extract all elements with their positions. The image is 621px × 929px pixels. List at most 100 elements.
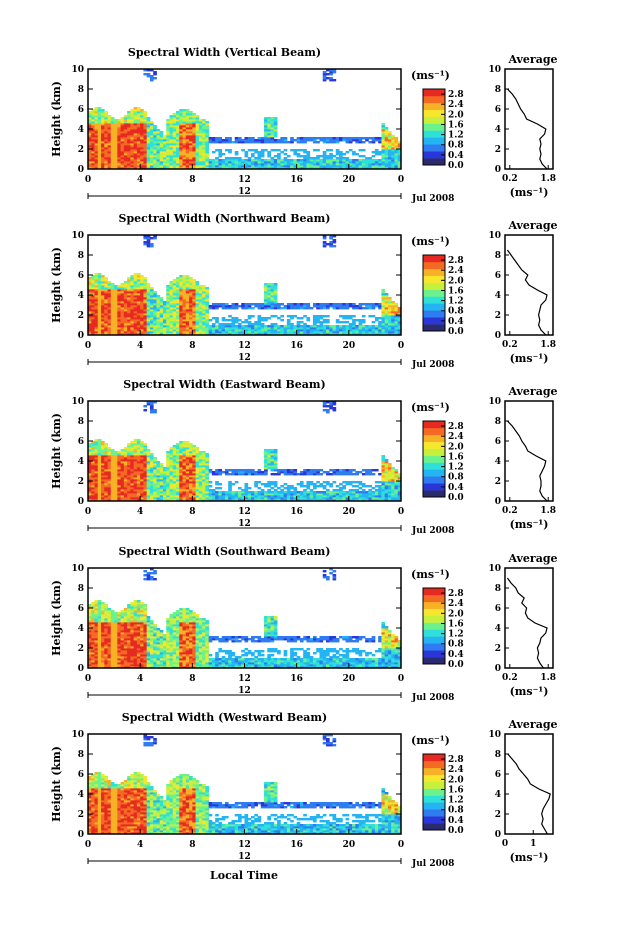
heatmap-cell — [110, 463, 115, 466]
heatmap-cell — [123, 289, 128, 292]
heatmap-cell — [306, 327, 311, 330]
heatmap-cell — [172, 159, 177, 162]
heatmap-cell — [270, 457, 275, 460]
heatmap-cell — [192, 149, 196, 152]
heatmap-cell — [172, 445, 177, 448]
heatmap-cell — [273, 121, 278, 124]
heatmap-cell — [172, 125, 177, 128]
heatmap-cell — [312, 139, 317, 142]
heatmap-cell — [104, 485, 108, 488]
heatmap-cell — [182, 109, 187, 112]
heatmap-cell — [110, 455, 115, 458]
heatmap-cell — [149, 475, 154, 478]
heatmap-cell — [270, 165, 275, 168]
heatmap-cell — [189, 303, 193, 306]
heatmap-cell — [123, 293, 128, 296]
heatmap-cell — [97, 329, 102, 332]
heatmap-cell — [146, 283, 151, 286]
heatmap-cell — [127, 485, 131, 488]
heatmap-cell — [228, 329, 232, 332]
heatmap-cell — [101, 461, 105, 464]
heatmap-cell — [273, 307, 278, 310]
heatmap-cell — [195, 313, 200, 316]
heatmap-cell — [374, 151, 379, 154]
heatmap-cell — [205, 321, 210, 324]
heatmap-cell — [146, 467, 151, 470]
heatmap-cell — [88, 159, 92, 162]
heatmap-cell — [153, 167, 157, 169]
colorbar-swatch — [423, 144, 445, 152]
heatmap-cell — [231, 321, 236, 324]
heatmap-cell — [101, 139, 105, 142]
heatmap-cell — [120, 119, 125, 122]
heatmap-cell — [280, 139, 285, 142]
heatmap-cell — [156, 475, 161, 478]
heatmap-cell — [348, 149, 353, 152]
heatmap-cell — [316, 137, 320, 140]
heatmap-cell — [140, 145, 144, 148]
heatmap-cell — [130, 313, 135, 316]
heatmap-cell — [91, 287, 95, 290]
heatmap-cell — [107, 151, 112, 154]
heatmap-cell — [123, 491, 128, 494]
heatmap-cell — [384, 161, 389, 164]
heatmap-cell — [179, 125, 183, 128]
heatmap-cell — [251, 495, 255, 498]
heatmap-cell — [381, 149, 386, 152]
heatmap-cell — [176, 455, 180, 458]
heatmap-cell — [270, 453, 275, 456]
heatmap-cell — [149, 135, 154, 138]
heatmap-cell — [110, 471, 115, 474]
heatmap-cell — [319, 327, 324, 330]
heatmap-cell — [133, 151, 138, 154]
heatmap-cell — [166, 317, 170, 320]
heatmap-cell — [371, 163, 376, 166]
heatmap-cell — [91, 495, 95, 498]
heatmap-cell — [280, 137, 285, 140]
heatmap-cell — [127, 291, 131, 294]
heatmap-cell — [224, 157, 229, 160]
heatmap-cell — [94, 465, 99, 468]
heatmap-cell — [130, 475, 135, 478]
heatmap-cell — [387, 323, 392, 326]
heatmap-cell — [299, 497, 304, 500]
heatmap-cell — [143, 491, 148, 494]
heatmap-cell — [104, 463, 108, 466]
heatmap-cell — [270, 465, 275, 468]
heatmap-cell — [133, 131, 138, 134]
heatmap-cell — [208, 333, 213, 335]
heatmap-cell — [198, 153, 203, 156]
heatmap-cell — [208, 325, 213, 328]
heatmap-cell — [143, 477, 148, 480]
heatmap-cell — [391, 155, 395, 158]
heatmap-cell — [224, 141, 229, 144]
heatmap-cell — [202, 137, 206, 140]
heatmap-cell — [208, 489, 213, 492]
heatmap-cell — [156, 161, 161, 164]
heatmap-cell — [348, 141, 353, 144]
heatmap-cell — [176, 291, 180, 294]
heatmap-cell — [143, 409, 148, 412]
heatmap-cell — [88, 491, 92, 494]
heatmap-cell — [101, 297, 105, 300]
heatmap-cell — [267, 117, 271, 120]
heatmap-cell — [136, 469, 141, 472]
heatmap-cell — [361, 331, 366, 334]
heatmap-cell — [202, 139, 206, 142]
heatmap-cell — [101, 117, 105, 120]
heatmap-cell — [352, 159, 356, 162]
heatmap-cell — [358, 167, 363, 169]
heatmap-cell — [91, 479, 95, 482]
heatmap-cell — [244, 489, 249, 492]
heatmap-cell — [133, 149, 138, 152]
heatmap-cell — [133, 449, 138, 452]
heatmap-cell — [110, 329, 115, 332]
heatmap-cell — [322, 307, 327, 310]
heatmap-cell — [273, 455, 278, 458]
heatmap-cell — [169, 137, 174, 140]
heatmap-cell — [384, 309, 389, 312]
heatmap-cell — [384, 141, 389, 144]
heatmap-cell — [136, 149, 141, 152]
heatmap-cell — [280, 471, 285, 474]
heatmap-cell — [140, 161, 144, 164]
